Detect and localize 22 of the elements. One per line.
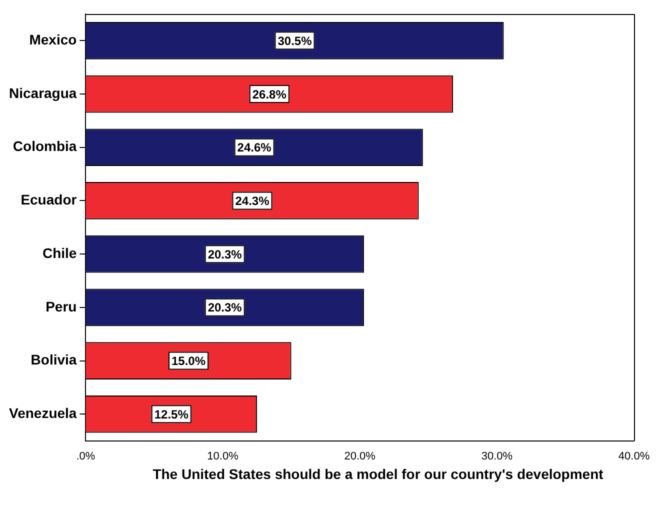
x-tick-label: 10.0% <box>207 450 239 462</box>
data-label: 12.5% <box>154 407 189 422</box>
y-tick-label: Bolivia <box>30 352 77 368</box>
data-label: 26.8% <box>252 87 287 102</box>
data-label: 15.0% <box>171 354 206 368</box>
x-tick-label: 20.0% <box>344 450 376 462</box>
y-tick-label: Ecuador <box>20 192 78 208</box>
y-tick-label: Venezuela <box>9 404 77 421</box>
x-tick-label: 40.0% <box>618 450 650 462</box>
y-tick-label: Mexico <box>29 32 77 48</box>
data-label: 24.3% <box>235 194 270 208</box>
x-axis-title: The United States should be a model for our country's development <box>152 466 604 482</box>
x-tick-label: 30.0% <box>481 450 513 462</box>
y-tick-label: Colombia <box>12 138 77 154</box>
data-label: 30.5% <box>278 34 312 48</box>
x-tick-label: .0% <box>76 450 96 462</box>
y-tick-label: Chile <box>42 244 77 261</box>
data-label: 24.6% <box>237 140 272 155</box>
data-label: 20.3% <box>208 247 242 262</box>
y-tick-label: Peru <box>46 298 77 314</box>
data-label: 20.3% <box>208 300 242 315</box>
y-tick-label: Nicaragua <box>9 84 77 101</box>
